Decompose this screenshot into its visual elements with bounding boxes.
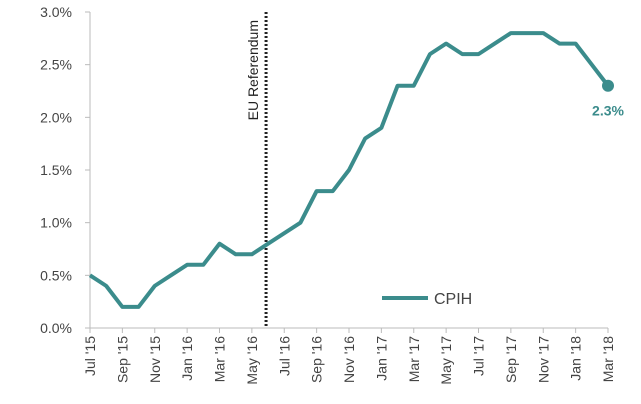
y-tick-label: 1.5% [40, 162, 72, 178]
y-tick-label: 1.0% [40, 215, 72, 231]
y-tick-label: 3.0% [40, 4, 72, 20]
x-tick-label: Jul '17 [471, 336, 487, 376]
x-tick-label: Sep '16 [309, 336, 325, 383]
x-tick-label: Jul '16 [276, 336, 292, 376]
y-tick-label: 2.0% [40, 109, 72, 125]
y-tick-label: 2.5% [40, 57, 72, 73]
x-tick-label: Jan '16 [179, 336, 195, 381]
x-tick-label: Jan '17 [373, 336, 389, 381]
x-tick-label: Nov '17 [535, 336, 551, 383]
x-tick-label: Jul '15 [82, 336, 98, 376]
y-tick-label: 0.5% [40, 267, 72, 283]
x-tick-label: Nov '16 [341, 336, 357, 383]
x-tick-label: Jan '18 [568, 336, 584, 381]
x-tick-label: May '16 [244, 336, 260, 385]
legend-label: CPIH [434, 291, 472, 308]
x-tick-label: Mar '18 [600, 336, 616, 382]
value-label: 2.3% [592, 103, 624, 119]
x-tick-label: Nov '15 [147, 336, 163, 383]
series-line [88, 31, 610, 309]
x-tick-label: Mar '16 [212, 336, 228, 382]
x-tick-label: Sep '17 [503, 336, 519, 383]
x-tick-label: Mar '17 [406, 336, 422, 382]
x-tick-label: May '17 [438, 336, 454, 385]
referendum-label: EU Referendum [245, 20, 261, 120]
y-tick-label: 0.0% [40, 320, 72, 336]
end-point [602, 79, 614, 92]
x-tick-label: Sep '15 [114, 336, 130, 383]
